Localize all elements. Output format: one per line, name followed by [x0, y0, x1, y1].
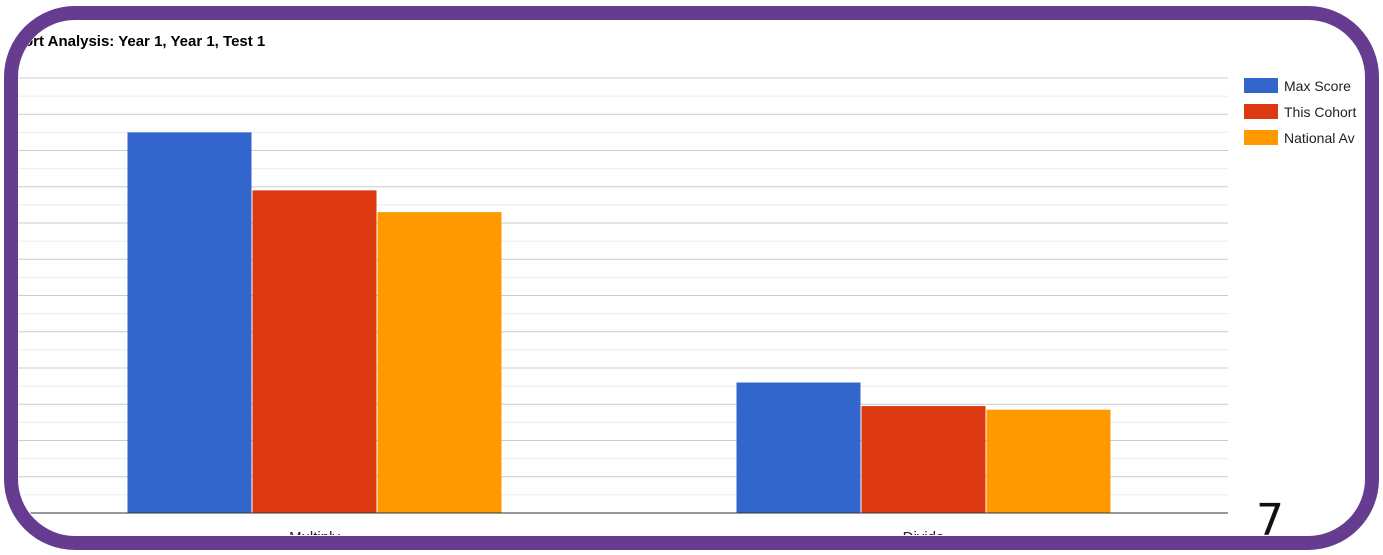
- legend-label-2: This Cohort: [1284, 104, 1356, 120]
- legend: Max Score This Cohort National Av: [1244, 78, 1356, 146]
- purple-rounded-frame: [4, 6, 1379, 550]
- bar-divide-2: [861, 406, 986, 513]
- legend-label-1: Max Score: [1284, 78, 1351, 94]
- bars: [127, 132, 1111, 513]
- bar-divide-3: [986, 409, 1111, 513]
- legend-swatch-3: [1244, 130, 1278, 145]
- category-labels: Multiply Divide: [289, 529, 945, 546]
- legend-swatch-2: [1244, 104, 1278, 119]
- category-label-divide: Divide: [903, 529, 945, 546]
- legend-swatch-1: [1244, 78, 1278, 93]
- category-label-multiply: Multiply: [289, 529, 340, 546]
- chart-title: ort Analysis: Year 1, Year 1, Test 1: [24, 33, 265, 50]
- bar-multiply-1: [127, 132, 252, 513]
- legend-label-3: National Av: [1284, 130, 1355, 146]
- bar-multiply-2: [252, 190, 377, 513]
- bar-divide-1: [736, 382, 861, 513]
- bar-multiply-3: [377, 212, 502, 513]
